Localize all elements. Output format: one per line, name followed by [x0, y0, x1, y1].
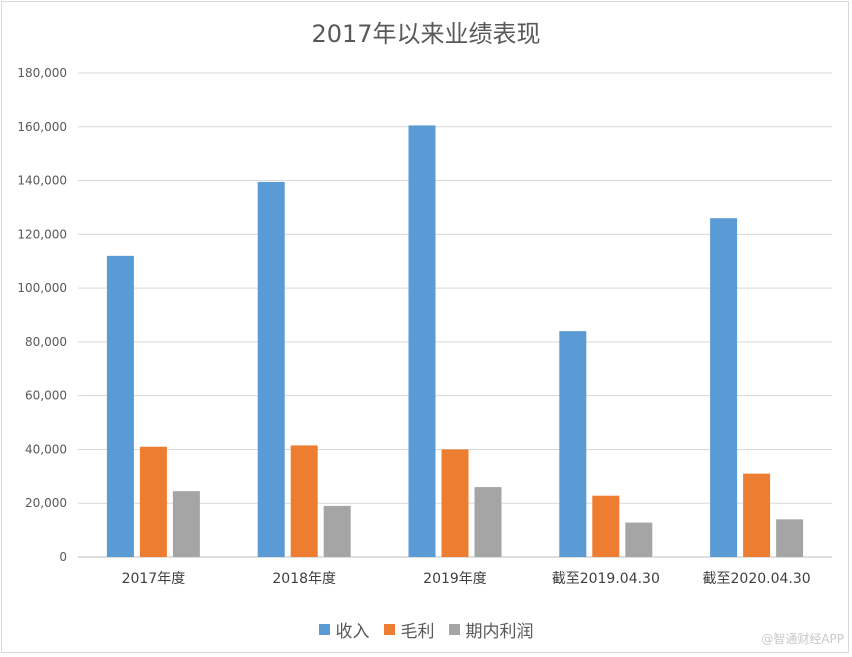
y-tick-label: 60,000	[25, 389, 67, 403]
legend-label: 毛利	[400, 622, 435, 642]
bar-gross-profit	[139, 446, 167, 557]
x-tick-label: 截至2019.04.30	[552, 571, 660, 587]
bar-period-profit	[474, 487, 502, 557]
bar-period-profit	[776, 519, 804, 557]
legend-item: 收入	[318, 617, 370, 642]
watermark: @智通财经APP	[761, 632, 844, 646]
y-tick-label: 20,000	[25, 496, 67, 510]
y-tick-label: 80,000	[25, 335, 67, 349]
bar-gross-profit	[290, 445, 318, 557]
x-tick-label: 截至2020.04.30	[703, 571, 811, 587]
x-tick-label: 2017年度	[122, 571, 186, 587]
legend-item: 期内利润	[448, 617, 534, 642]
bar-period-profit	[625, 522, 653, 557]
bar-period-profit	[172, 491, 200, 557]
bar-revenue	[257, 181, 285, 557]
bar-gross-profit	[592, 495, 620, 557]
y-tick-label: 160,000	[17, 120, 67, 134]
y-tick-label: 140,000	[17, 174, 67, 188]
legend-label: 期内利润	[465, 622, 534, 642]
bar-gross-profit	[743, 473, 771, 557]
legend-label: 收入	[335, 622, 370, 642]
y-tick-label: 180,000	[17, 66, 67, 80]
legend-swatch	[318, 624, 330, 635]
bar-revenue	[408, 125, 436, 557]
bar-revenue	[106, 255, 134, 557]
legend-swatch	[448, 624, 460, 635]
legend-item: 毛利	[383, 617, 435, 642]
y-tick-label: 40,000	[25, 442, 67, 456]
x-tick-label: 2019年度	[423, 571, 487, 587]
y-tick-label: 0	[59, 550, 67, 564]
x-tick-label: 2018年度	[272, 571, 336, 587]
chart-legend: 收入 毛利 期内利润	[0, 617, 852, 642]
bar-revenue	[559, 331, 587, 557]
bar-revenue	[710, 218, 738, 557]
bar-gross-profit	[441, 449, 469, 557]
y-tick-label: 120,000	[17, 227, 67, 241]
bar-chart: 0 20,000 40,000 60,000 80,000 100,000 120,000 1…	[17, 66, 832, 587]
chart-title: 2017年以来业绩表现	[311, 20, 541, 48]
bar-period-profit	[323, 505, 351, 557]
y-tick-label: 100,000	[17, 281, 67, 295]
legend-swatch	[383, 624, 395, 635]
